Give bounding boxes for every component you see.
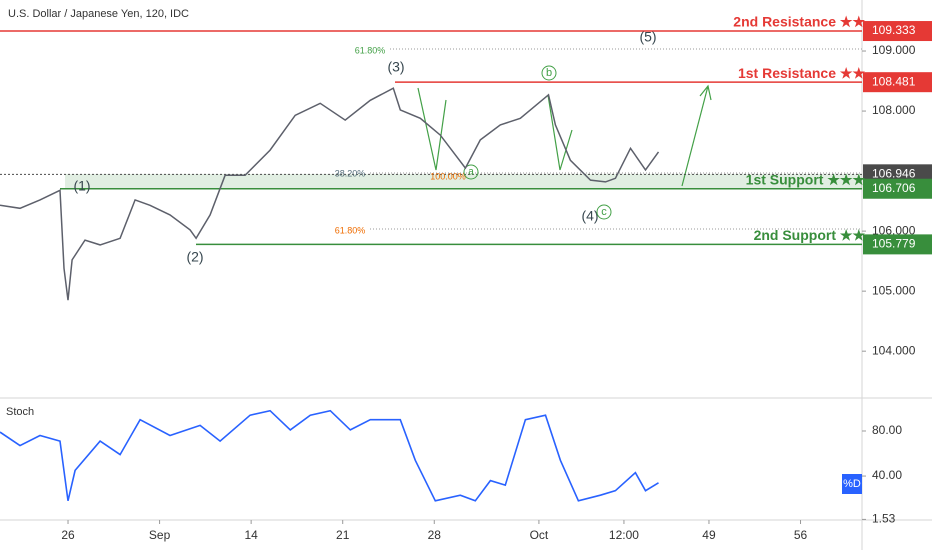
price-badge [863,72,932,93]
support-zone [65,174,862,188]
annotation: c [601,206,607,218]
x-tick-label: 28 [428,528,442,542]
annotation: a [468,167,474,178]
price-badge-label: 106.946 [872,167,916,181]
series-line [0,409,659,502]
annotation: 38.20% [335,168,366,178]
x-tick-label: 14 [244,528,258,542]
symbol-title: U.S. Dollar / Japanese Yen, 120, IDC [8,8,189,20]
x-tick-label: 12:00 [609,528,639,542]
y-tick-label: 105.000 [872,283,916,297]
annotation: (4) [581,208,598,224]
x-tick-label: 49 [702,528,716,542]
indicator-title: Stoch [6,406,34,418]
annotation: (3) [387,59,404,75]
price-badge [863,234,932,255]
level-label: 1st Support ★★★ [746,171,866,187]
x-tick-label: 21 [336,528,350,542]
annotation: (1) [73,178,90,194]
annotation: 100.00% [430,171,466,181]
price-badge-label: 106.706 [872,181,916,195]
level-label: 2nd Support ★★ [754,227,866,243]
y-tick-label: 106.000 [872,223,916,237]
level-label: 1st Resistance ★★ [738,65,865,81]
price-badge-label: 108.481 [872,74,916,88]
y-tick-label: 1.53 [872,512,896,526]
y-tick-label: 80.00 [872,423,902,437]
fib-lines [370,48,862,230]
series-line [0,87,660,301]
y-tick-label: 40.00 [872,468,902,482]
y-tick-label: 108.000 [872,103,916,117]
annotation: (5) [639,29,656,45]
annotation: 61.80% [355,45,386,55]
annotation: b [546,67,552,79]
price-badge [863,21,932,42]
x-tick-label: 56 [794,528,808,542]
legend-badge [842,474,862,494]
price-badge-label: 109.333 [872,23,916,37]
x-tick-label: Sep [149,528,171,542]
x-tick-label: Oct [530,528,549,542]
y-tick-label: 109.000 [872,43,916,57]
level-label: 2nd Resistance ★★ [733,14,865,30]
wave-circle [463,164,479,180]
annotation: (2) [186,249,203,265]
annotation: 61.80% [335,225,366,235]
price-badge-label: 105.779 [872,237,916,251]
wave-circle [541,65,557,81]
price-badge [863,178,932,199]
x-tick-label: 26 [61,528,75,542]
wave-arrows [417,84,712,187]
y-tick-label: 104.000 [872,343,916,357]
legend-label: %D [843,478,861,490]
wave-circle [596,204,612,220]
